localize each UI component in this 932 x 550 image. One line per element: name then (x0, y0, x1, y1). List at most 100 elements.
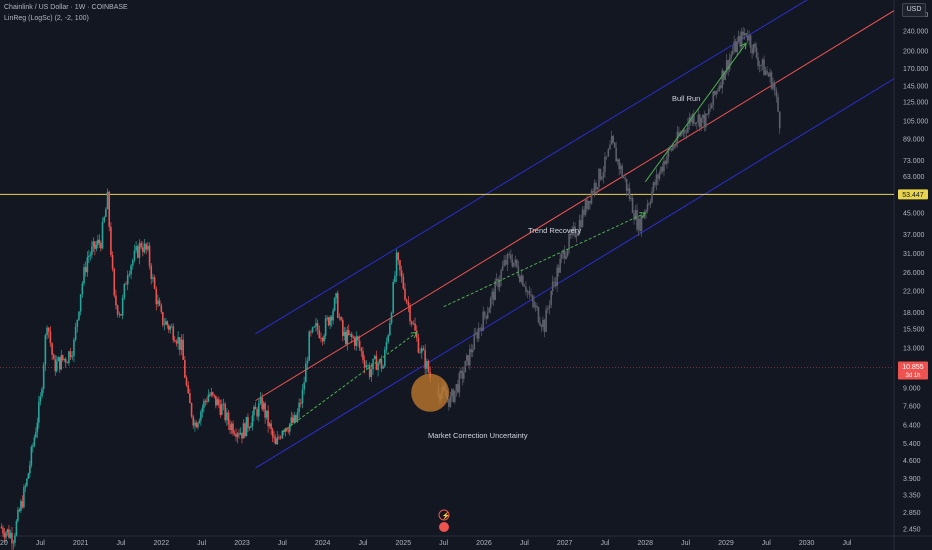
history-candle[interactable] (11, 532, 13, 544)
history-candle[interactable] (218, 399, 220, 405)
history-candle[interactable] (47, 327, 50, 332)
projection-candle[interactable] (571, 229, 573, 236)
history-candle[interactable] (293, 415, 296, 423)
history-candle[interactable] (83, 267, 85, 284)
history-candle[interactable] (130, 265, 132, 275)
projection-candle[interactable] (592, 190, 594, 193)
projection-candle[interactable] (761, 59, 764, 66)
projection-candle[interactable] (533, 301, 535, 308)
history-candle[interactable] (20, 501, 22, 511)
history-candle[interactable] (133, 250, 136, 261)
history-candle[interactable] (177, 337, 179, 344)
history-candle[interactable] (380, 359, 383, 369)
projection-candle[interactable] (457, 384, 459, 393)
projection-candle[interactable] (703, 114, 706, 128)
projection-candle[interactable] (649, 201, 652, 204)
history-candle[interactable] (329, 316, 331, 326)
projection-candle[interactable] (700, 117, 703, 128)
history-candle[interactable] (296, 412, 299, 422)
projection-candle[interactable] (639, 218, 641, 232)
history-candle[interactable] (2, 528, 4, 534)
projection-candle[interactable] (715, 91, 718, 95)
history-candle[interactable] (239, 432, 242, 435)
projection-candle[interactable] (483, 311, 486, 316)
projection-candle[interactable] (615, 147, 617, 162)
projection-candle[interactable] (476, 332, 479, 339)
projection-candle[interactable] (736, 41, 738, 53)
history-candle[interactable] (36, 422, 39, 433)
projection-candle[interactable] (519, 276, 521, 282)
history-candle[interactable] (166, 321, 169, 326)
history-candle[interactable] (41, 388, 43, 397)
projection-candle[interactable] (587, 200, 590, 209)
projection-candle[interactable] (728, 58, 731, 70)
history-candle[interactable] (222, 403, 225, 405)
history-candle[interactable] (335, 293, 337, 299)
history-candle[interactable] (165, 321, 167, 325)
history-candle[interactable] (148, 245, 151, 266)
history-candle[interactable] (184, 359, 186, 378)
history-candle[interactable] (152, 277, 154, 279)
projection-candle[interactable] (725, 60, 728, 73)
history-candle[interactable] (392, 282, 395, 313)
projection-candle[interactable] (775, 90, 778, 97)
projection-candle[interactable] (716, 90, 719, 92)
projection-candle[interactable] (566, 249, 569, 256)
projection-candle[interactable] (528, 290, 531, 295)
projection-arrow-line[interactable] (443, 212, 646, 308)
history-candle[interactable] (305, 363, 307, 383)
projection-candle[interactable] (492, 291, 495, 301)
projection-candle[interactable] (651, 191, 653, 202)
history-candle[interactable] (35, 432, 37, 438)
history-candle[interactable] (0, 526, 3, 529)
projection-candle[interactable] (517, 266, 520, 277)
projection-candle[interactable] (678, 131, 680, 137)
history-candle[interactable] (259, 397, 262, 404)
projection-candle[interactable] (536, 305, 538, 308)
projection-candle[interactable] (543, 319, 546, 332)
history-candle[interactable] (6, 529, 9, 533)
history-candle[interactable] (362, 351, 364, 361)
history-candle[interactable] (135, 246, 137, 251)
history-candle[interactable] (147, 245, 149, 250)
projection-candle[interactable] (743, 32, 746, 36)
projection-candle[interactable] (547, 308, 549, 310)
projection-candle[interactable] (664, 160, 667, 165)
history-candle[interactable] (256, 409, 258, 417)
projection-candle[interactable] (477, 328, 480, 339)
history-candle[interactable] (420, 348, 423, 353)
history-candle[interactable] (360, 348, 363, 352)
projection-candle[interactable] (508, 253, 510, 255)
history-candle[interactable] (268, 423, 271, 427)
projection-candle[interactable] (553, 281, 555, 283)
history-candle[interactable] (95, 244, 98, 249)
projection-candle[interactable] (624, 177, 626, 179)
projection-candle[interactable] (751, 47, 753, 54)
history-candle[interactable] (352, 337, 355, 338)
history-candle[interactable] (385, 341, 388, 350)
correction-highlight-circle[interactable] (411, 373, 450, 412)
projection-candle[interactable] (510, 254, 512, 260)
history-candle[interactable] (321, 338, 324, 342)
history-candle[interactable] (276, 437, 279, 445)
projection-candle[interactable] (513, 262, 515, 267)
history-candle[interactable] (172, 326, 175, 340)
projection-candle[interactable] (731, 50, 734, 55)
projection-candle[interactable] (681, 133, 683, 135)
history-candle[interactable] (219, 404, 222, 415)
history-candle[interactable] (162, 312, 164, 325)
projection-candle[interactable] (706, 113, 709, 115)
projection-candle[interactable] (584, 199, 587, 215)
level-price-tag[interactable] (898, 189, 928, 200)
projection-candle[interactable] (746, 35, 749, 41)
projection-candle[interactable] (684, 129, 686, 132)
projection-candle[interactable] (618, 159, 620, 170)
history-candle[interactable] (201, 407, 204, 412)
history-candle[interactable] (143, 243, 146, 253)
history-candle[interactable] (226, 412, 228, 421)
history-candle[interactable] (409, 305, 411, 322)
history-candle[interactable] (94, 241, 96, 249)
projection-candle[interactable] (470, 349, 473, 353)
projection-candle[interactable] (595, 183, 597, 190)
